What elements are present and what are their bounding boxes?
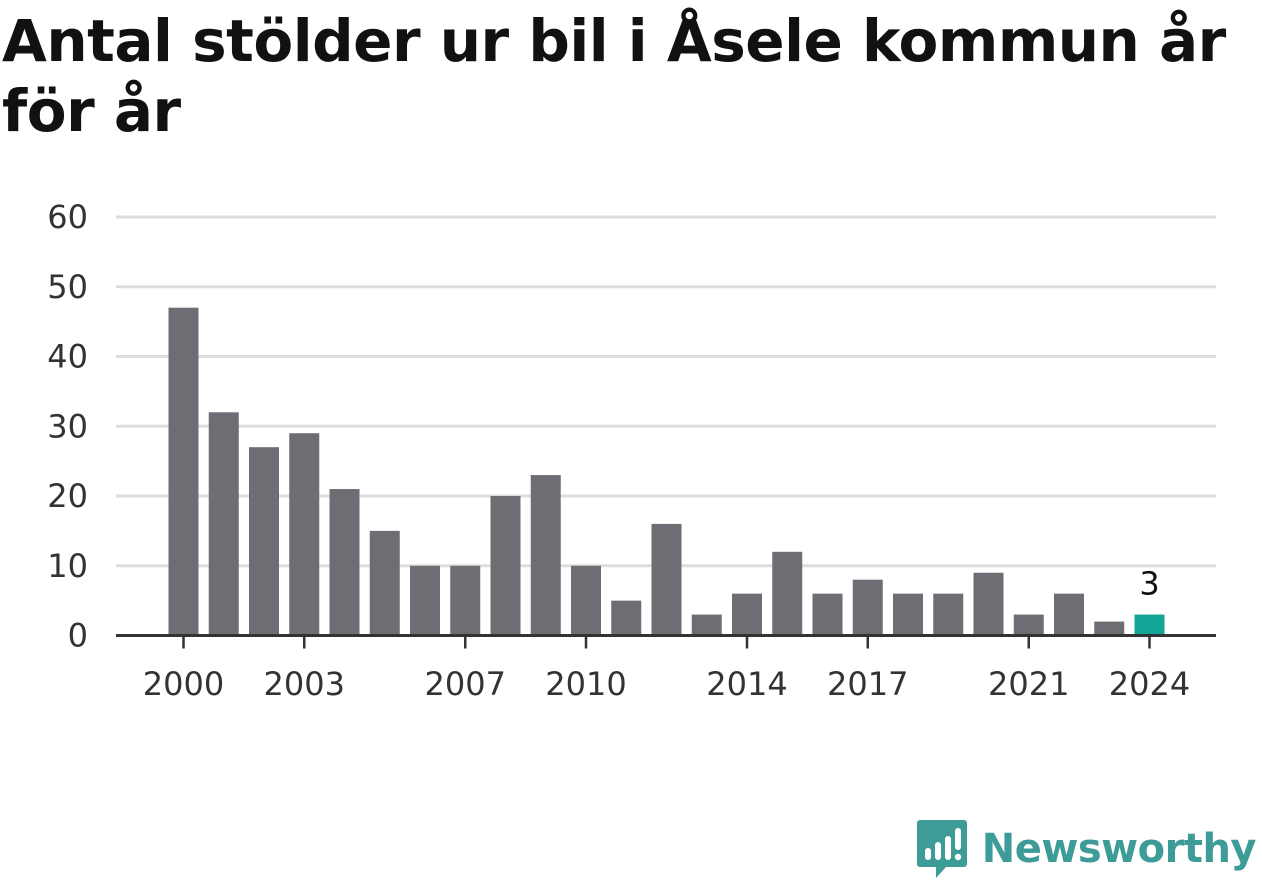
gridlines — [116, 215, 1216, 568]
bar-2002 — [249, 447, 279, 636]
bar-2019 — [933, 593, 964, 636]
x-tick-label: 2010 — [545, 665, 626, 703]
bar-2007 — [450, 565, 481, 636]
chart-title: Antal stölder ur bil i Åsele kommun år f… — [2, 7, 1226, 145]
bar-2009 — [530, 475, 561, 636]
bar-2020 — [973, 572, 1004, 636]
data-label: 3 — [1139, 565, 1159, 603]
bar-2005 — [369, 530, 400, 636]
y-tick-label: 50 — [47, 268, 88, 306]
bar-2013 — [691, 614, 722, 636]
y-tick-label: 30 — [47, 407, 88, 445]
x-tick-label: 2003 — [264, 665, 345, 703]
bar-2015 — [772, 551, 803, 636]
newsworthy-logo-icon — [916, 820, 967, 878]
x-axis — [116, 634, 1216, 649]
y-axis-labels: 0 10 20 30 40 50 60 — [47, 198, 88, 655]
bar-2006 — [410, 565, 440, 636]
bar-2016 — [812, 593, 843, 636]
bar-2011 — [611, 600, 642, 636]
bar-2017 — [852, 579, 883, 636]
x-tick-label: 2021 — [988, 665, 1069, 703]
x-axis-labels: 2000 2003 2007 2010 2014 2017 2021 2024 — [143, 665, 1190, 703]
bar-2021 — [1013, 614, 1044, 636]
x-tick-label: 2007 — [425, 665, 506, 703]
x-tick-label: 2024 — [1109, 665, 1190, 703]
y-tick-label: 0 — [68, 617, 88, 655]
x-tick-label: 2017 — [827, 665, 908, 703]
brand-name: Newsworthy — [981, 826, 1257, 872]
bar-2018 — [893, 593, 923, 636]
y-tick-label: 20 — [47, 477, 88, 515]
bar-2023 — [1094, 621, 1125, 636]
x-tick-label: 2000 — [143, 665, 224, 703]
bar-2008 — [490, 496, 521, 636]
bar-2003 — [289, 433, 320, 636]
bar-2004 — [329, 489, 360, 636]
y-tick-label: 40 — [47, 338, 88, 376]
bar-2014 — [732, 593, 762, 636]
bar-2000 — [168, 307, 199, 636]
bar-2022 — [1054, 593, 1084, 636]
bar-2012 — [651, 523, 682, 636]
bars — [168, 307, 1165, 636]
y-tick-label: 10 — [47, 547, 88, 585]
bar-2001 — [208, 412, 239, 636]
bar-2010 — [571, 565, 601, 636]
brand-logo: Newsworthy — [916, 818, 1257, 880]
x-tick-label: 2014 — [706, 665, 787, 703]
data-labels: 3 — [1139, 565, 1159, 603]
bar-2024 — [1134, 614, 1165, 636]
y-tick-label: 60 — [47, 198, 88, 236]
